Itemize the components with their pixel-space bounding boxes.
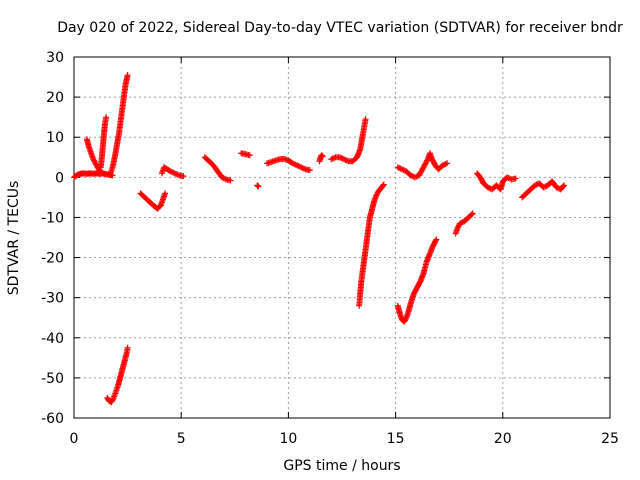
y-tick-label: -50 <box>41 371 64 387</box>
data-point <box>329 155 336 162</box>
data-point <box>560 183 567 190</box>
data-point <box>96 167 103 174</box>
x-tick-label: 5 <box>177 431 186 447</box>
data-point <box>469 210 476 217</box>
plot-frame <box>73 56 611 419</box>
data-series <box>71 72 567 405</box>
data-point <box>124 344 131 351</box>
data-point <box>432 237 439 244</box>
data-point <box>319 153 326 160</box>
grid-lines <box>74 57 610 418</box>
data-point <box>402 316 409 323</box>
x-tick-label: 25 <box>601 431 619 447</box>
data-point <box>444 160 451 167</box>
y-axis-label: SDTVAR / TECUs <box>6 181 22 296</box>
data-point <box>180 173 187 180</box>
data-point <box>162 190 169 197</box>
y-tick-label: -60 <box>41 411 64 427</box>
data-point <box>124 72 131 79</box>
chart-title: Day 020 of 2022, Sidereal Day-to-day VTE… <box>57 20 623 36</box>
x-tick-label: 20 <box>494 431 512 447</box>
y-tick-label: 30 <box>46 50 64 66</box>
data-point <box>362 116 369 123</box>
axis-ticks: 0 5 10 15 20 25 -60 -50 -40 -30 -20 -10 0 10 20 30 <box>41 50 619 447</box>
y-tick-label: -30 <box>41 291 64 307</box>
x-tick-label: 10 <box>279 431 297 447</box>
data-point <box>560 182 567 189</box>
data-point <box>424 157 431 164</box>
x-tick-label: 0 <box>70 431 79 447</box>
data-point <box>306 167 313 174</box>
data-point <box>246 152 253 159</box>
data-point <box>331 154 338 161</box>
y-tick-label: -20 <box>41 251 64 267</box>
data-point <box>468 211 475 218</box>
data-point <box>255 183 262 190</box>
y-tick-label: -10 <box>41 210 64 226</box>
y-tick-label: 20 <box>46 90 64 106</box>
data-point <box>380 182 387 189</box>
y-tick-label: -40 <box>41 331 64 347</box>
data-point <box>109 396 116 403</box>
y-tick-label: 0 <box>55 170 64 186</box>
data-point <box>227 177 234 184</box>
data-point <box>380 181 387 188</box>
y-tick-label: 10 <box>46 130 64 146</box>
data-point <box>512 175 519 182</box>
data-point <box>103 114 110 121</box>
x-tick-label: 15 <box>387 431 405 447</box>
data-point <box>433 236 440 243</box>
x-axis-label: GPS time / hours <box>283 458 400 474</box>
